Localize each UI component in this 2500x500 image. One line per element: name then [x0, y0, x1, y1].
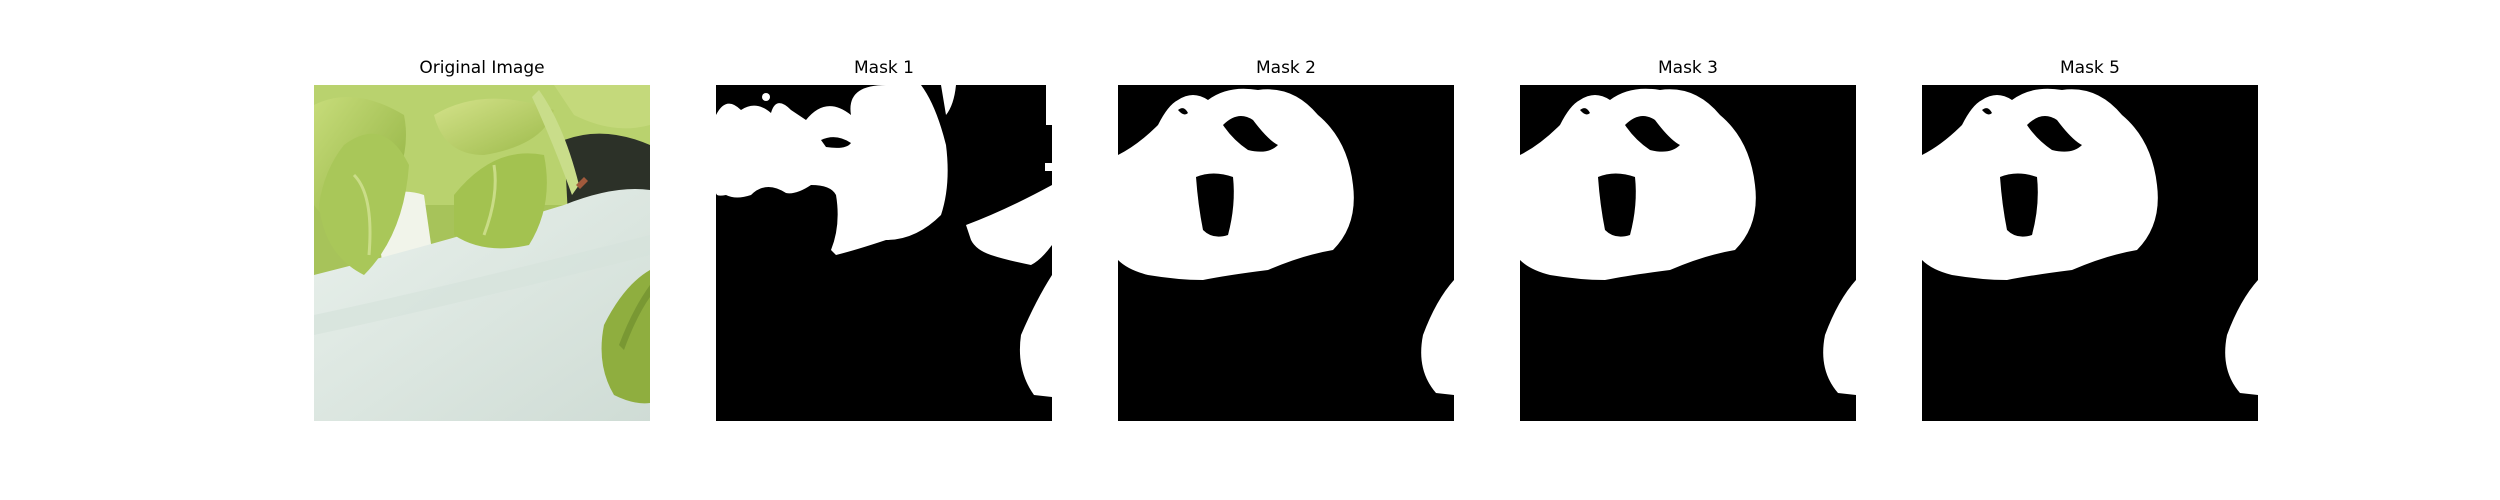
mask-5-image [1922, 85, 2258, 421]
mask-5-panel: Mask 5 [1922, 56, 2258, 422]
mask-5-title: Mask 5 [2059, 58, 2120, 78]
mask-1-image [716, 85, 1052, 421]
mask-3-title: Mask 3 [1657, 58, 1718, 78]
mask-1-title: Mask 1 [853, 58, 914, 78]
mask-3-panel: Mask 3 [1520, 56, 1856, 422]
mask-2-panel: Mask 2 [1118, 56, 1454, 422]
mask-3-image [1520, 85, 1856, 421]
original-image [314, 85, 650, 421]
mask-2-title: Mask 2 [1255, 58, 1316, 78]
mask-1-panel: Mask 1 [716, 56, 1052, 422]
original-image-panel: Original Image [314, 56, 650, 422]
original-image-title: Original Image [419, 58, 545, 78]
mask-2-image [1118, 85, 1454, 421]
